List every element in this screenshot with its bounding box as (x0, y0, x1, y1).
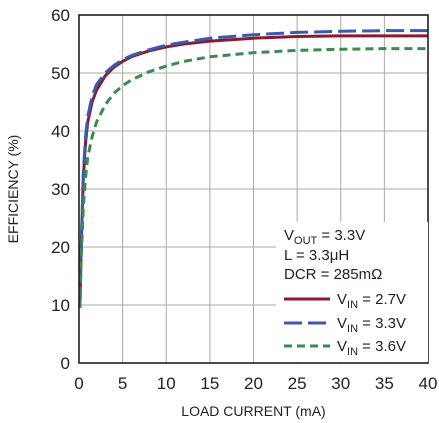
x-tick-label: 35 (375, 374, 394, 393)
annotation-line-1-main: V (284, 227, 294, 244)
annotation-line-2: L = 3.3μH (284, 247, 349, 264)
legend-label-3-value: = 3.6V (358, 338, 406, 355)
annotation-line-1-subscript: OUT (294, 235, 318, 247)
x-tick-label: 0 (74, 374, 83, 393)
y-tick-label: 50 (51, 64, 70, 83)
x-axis-label: LOAD CURRENT (mA) (181, 403, 325, 419)
x-tick-label: 20 (244, 374, 263, 393)
legend-label-3-main: V (337, 338, 347, 355)
legend-label-2: VIN = 3.3V (337, 315, 406, 335)
annotation-line-2-main: L = 3.3μH (284, 247, 349, 264)
series-line-3 (78, 47, 428, 308)
x-tick-label: 25 (288, 374, 307, 393)
plot-frame (78, 14, 429, 364)
legend-label-3-subscript: IN (347, 346, 358, 358)
x-tick-label: 40 (419, 374, 438, 393)
x-tick-label: 15 (200, 374, 219, 393)
x-tick-label: 5 (118, 374, 127, 393)
y-tick-label: 30 (51, 180, 70, 199)
y-tick-label: 20 (51, 238, 70, 257)
y-tick-label: 60 (51, 6, 70, 25)
legend-label-1-main: V (337, 291, 347, 308)
legend-label-3: VIN = 3.6V (337, 338, 406, 358)
series-line-2 (78, 29, 428, 308)
y-axis-label: EFFICIENCY (%) (5, 135, 21, 244)
annotation-line-3-main: DCR = 285mΩ (284, 266, 382, 283)
legend-label-1: VIN = 2.7V (337, 291, 406, 311)
y-tick-label: 40 (51, 122, 70, 141)
series-lines (78, 29, 428, 308)
x-tick-label: 10 (157, 374, 176, 393)
annotation-line-3: DCR = 285mΩ (284, 266, 382, 283)
tick-labels: 0 5 10 15 20 25 30 35 40 0 10 20 30 40 50 60 (51, 6, 437, 393)
grid (78, 14, 429, 364)
x-tick-label: 30 (331, 374, 350, 393)
legend-background (276, 222, 428, 362)
y-tick-label: 0 (61, 354, 70, 373)
y-tick-label: 10 (51, 296, 70, 315)
legend-label-2-subscript: IN (347, 323, 358, 335)
annotation-line-1-value: = 3.3V (317, 227, 365, 244)
legend-label-1-subscript: IN (347, 299, 358, 311)
legend-label-2-main: V (337, 315, 347, 332)
legend-label-1-value: = 2.7V (358, 291, 406, 308)
legend-label-2-value: = 3.3V (358, 315, 406, 332)
annotation-line-1: VOUT = 3.3V (284, 227, 365, 247)
